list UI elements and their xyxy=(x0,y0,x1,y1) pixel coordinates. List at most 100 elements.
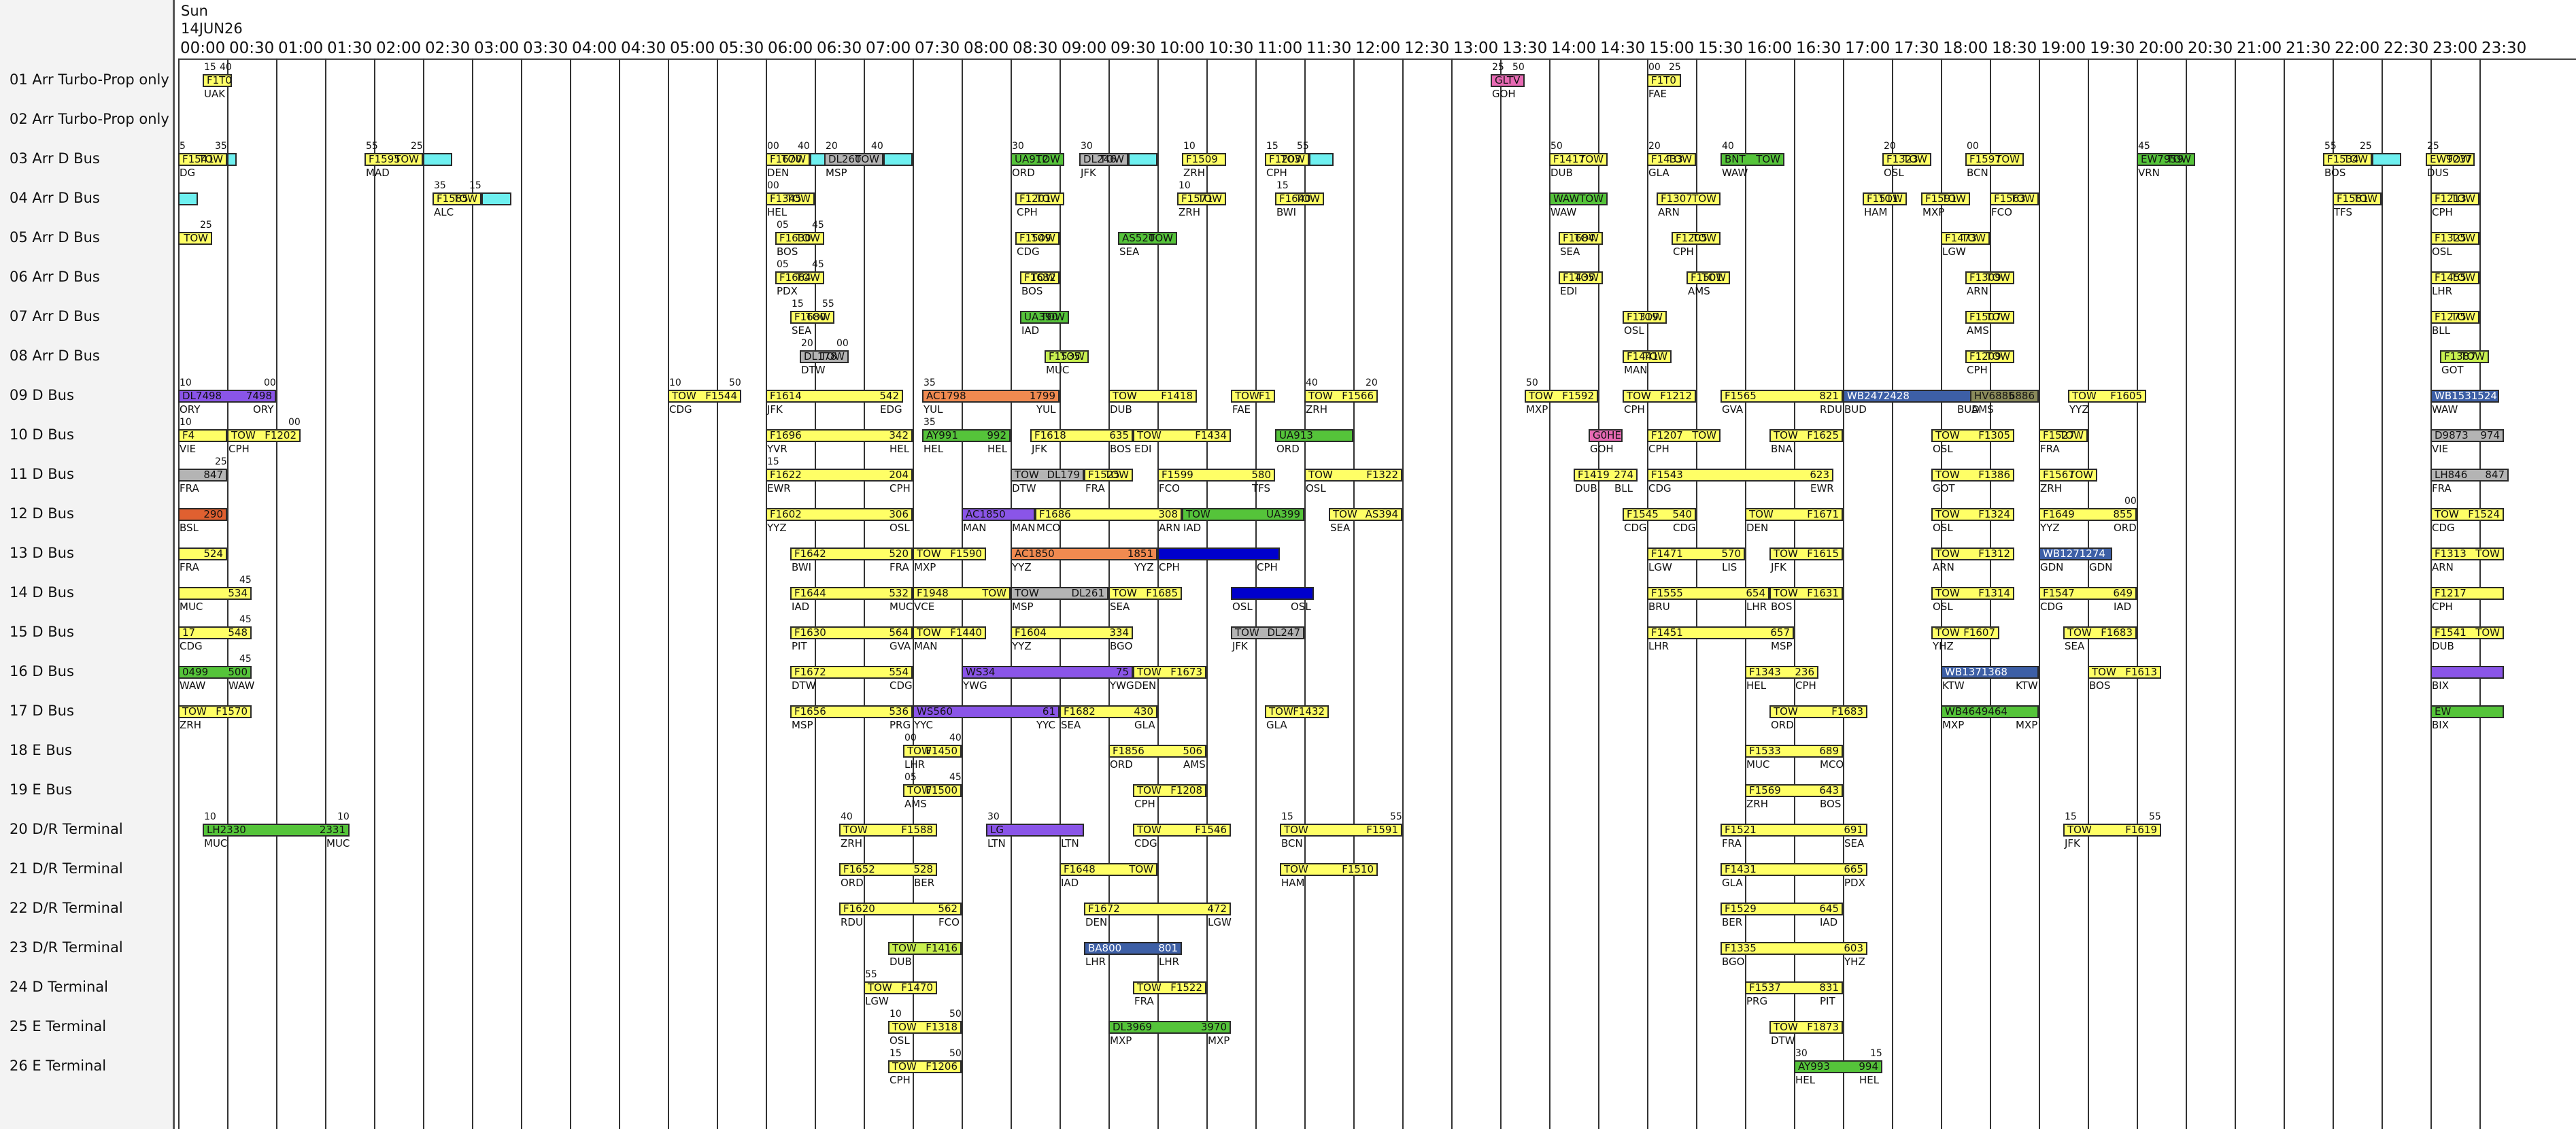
flight-bar[interactable]: TOW F1314 xyxy=(1931,587,2014,600)
flight-bar[interactable]: WB1371368 xyxy=(1941,666,2039,679)
flight-bar[interactable]: F1696 342 xyxy=(766,429,913,442)
flight-bar[interactable]: F1597 TOW xyxy=(1965,153,2024,166)
flight-bar[interactable]: F1419 274 xyxy=(1574,469,1638,482)
flight-bar[interactable]: F1680 TOW xyxy=(790,311,834,324)
flight-bar[interactable]: TOW F1671 xyxy=(1745,508,1843,521)
flight-bar[interactable]: TOW F1305 xyxy=(1931,429,2014,442)
flight-bar[interactable]: UA390 TOW xyxy=(1020,311,1069,324)
resource-row-label[interactable]: 15 D Bus xyxy=(10,624,74,640)
flight-bar[interactable]: F1649 855 xyxy=(2039,508,2137,521)
flight-bar[interactable]: F1335 603 xyxy=(1721,942,1867,955)
turnaround-bar[interactable] xyxy=(1128,153,1157,166)
flight-bar[interactable]: F1435 TOW xyxy=(1559,271,1603,284)
resource-row-label[interactable]: 18 E Bus xyxy=(10,742,72,758)
flight-bar[interactable]: F1541 TOW xyxy=(178,153,227,166)
resource-row-label[interactable]: 09 D Bus xyxy=(10,387,74,403)
flight-bar[interactable]: TOW F1 xyxy=(1231,390,1275,403)
flight-bar[interactable] xyxy=(178,192,198,205)
flight-bar[interactable]: TOW DL261 xyxy=(1011,587,1108,600)
flight-bar[interactable]: WB2472428 xyxy=(1843,390,1980,403)
flight-bar[interactable]: F1648 TOW xyxy=(1060,863,1157,876)
flight-bar[interactable]: TOW F1470 xyxy=(864,981,937,994)
flight-bar[interactable]: F1599 580 xyxy=(1157,469,1275,482)
resource-row-label[interactable]: 01 Arr Turbo-Prop only xyxy=(10,71,169,88)
resource-row-label[interactable]: 07 Arr D Bus xyxy=(10,308,100,324)
flight-bar[interactable]: F1549 TOW xyxy=(1015,232,1060,245)
flight-bar[interactable]: LG xyxy=(986,824,1084,837)
flight-bar[interactable]: F1451 657 xyxy=(1647,626,1794,639)
flight-bar[interactable]: F1209 TOW xyxy=(1965,350,2014,363)
flight-bar[interactable]: F1343 236 xyxy=(1745,666,1818,679)
flight-bar[interactable]: F1319 TOW xyxy=(1623,311,1667,324)
resource-row-label[interactable]: 05 Arr D Bus xyxy=(10,229,100,246)
flight-bar[interactable]: WB1271274 xyxy=(2039,547,2112,560)
flight-bar[interactable]: F1537 831 xyxy=(1745,981,1843,994)
flight-bar[interactable]: HV6885 6886 xyxy=(1970,390,2039,403)
flight-bar[interactable]: AY993 994 xyxy=(1794,1060,1882,1073)
resource-row-label[interactable]: 10 D Bus xyxy=(10,426,74,443)
flight-bar[interactable]: 17 548 xyxy=(178,626,252,639)
flight-bar[interactable]: F1507 TOW xyxy=(1965,311,2014,324)
flight-bar[interactable]: F1511 TOW xyxy=(1863,192,1907,205)
flight-bar[interactable]: F1856 506 xyxy=(1108,745,1206,758)
resource-row-label[interactable]: 20 D/R Terminal xyxy=(10,821,123,837)
flight-bar[interactable]: BA800 801 xyxy=(1084,942,1182,955)
flight-bar[interactable]: 534 xyxy=(178,587,252,600)
resource-row-label[interactable]: 25 E Terminal xyxy=(10,1018,107,1034)
flight-bar[interactable]: TOW xyxy=(178,232,212,245)
flight-bar[interactable]: AC1850 1851 xyxy=(1011,547,1157,560)
resource-row-label[interactable]: 03 Arr D Bus xyxy=(10,150,100,167)
flight-bar[interactable]: TOW F1615 xyxy=(1769,547,1843,560)
flight-bar[interactable]: F1535 TOW xyxy=(1045,350,1089,363)
flight-bar[interactable]: F1325 TOW xyxy=(2430,232,2479,245)
flight-bar[interactable]: TOW F1202 xyxy=(227,429,301,442)
flight-bar[interactable]: F4 xyxy=(178,429,227,442)
flight-bar[interactable]: TOW F1631 xyxy=(1769,587,1843,600)
flight-bar[interactable]: TOW F1588 xyxy=(839,824,937,837)
flight-bar[interactable]: TOW F1432 xyxy=(1265,705,1329,718)
flight-bar[interactable]: F1664 TOW xyxy=(775,271,824,284)
flight-bar[interactable]: F1630 TOW xyxy=(775,232,824,245)
flight-bar[interactable]: F1417 TOW xyxy=(1549,153,1608,166)
flight-bar[interactable]: 0499 500 xyxy=(178,666,252,679)
flight-bar[interactable]: TOW F1524 xyxy=(2430,508,2504,521)
flight-bar[interactable]: 524 xyxy=(178,547,227,560)
turnaround-bar[interactable] xyxy=(2372,153,2401,166)
flight-bar[interactable]: F1672 472 xyxy=(1084,903,1231,915)
flight-bar[interactable]: F1313 TOW xyxy=(2430,547,2504,560)
flight-bar[interactable]: TOW F1613 xyxy=(2088,666,2161,679)
flight-bar[interactable]: F1213 TOW xyxy=(2430,192,2479,205)
flight-bar[interactable]: F1527 TOW xyxy=(2039,429,2088,442)
flight-bar[interactable]: F1387 TOW xyxy=(2440,350,2489,363)
flight-bar[interactable]: TOW F1683 xyxy=(2063,626,2137,639)
resource-row-label[interactable]: 17 D Bus xyxy=(10,703,74,719)
resource-row-label[interactable]: 22 D/R Terminal xyxy=(10,900,123,916)
flight-bar[interactable] xyxy=(1157,547,1280,560)
flight-bar[interactable]: F1533 689 xyxy=(1745,745,1843,758)
flight-bar[interactable]: F1543 623 xyxy=(1647,469,1833,482)
flight-bar[interactable]: TOW F1544 xyxy=(668,390,741,403)
flight-bar[interactable]: F1565 821 xyxy=(1721,390,1843,403)
flight-bar[interactable]: LH846 847 xyxy=(2430,469,2509,482)
flight-bar[interactable]: F1642 520 xyxy=(790,547,913,560)
flight-bar[interactable]: F1569 643 xyxy=(1745,784,1843,797)
flight-bar[interactable]: F1595 TOW xyxy=(365,153,423,166)
flight-bar[interactable]: TOW F1873 xyxy=(1769,1021,1843,1034)
flight-bar[interactable]: F1309 TOW xyxy=(1965,271,2014,284)
resource-row-label[interactable]: 11 D Bus xyxy=(10,466,74,482)
turnaround-bar[interactable] xyxy=(883,153,913,166)
flight-bar[interactable]: TOW F1312 xyxy=(1931,547,2014,560)
turnaround-bar[interactable] xyxy=(227,153,237,166)
flight-bar[interactable]: F1672 554 xyxy=(790,666,913,679)
flight-bar[interactable]: F1275 TOW xyxy=(2430,311,2479,324)
flight-bar[interactable]: TOW F1619 xyxy=(2063,824,2161,837)
resource-row-label[interactable]: 06 Arr D Bus xyxy=(10,269,100,285)
flight-bar[interactable]: UA912 TOW xyxy=(1011,153,1064,166)
flight-bar[interactable]: F1604 334 xyxy=(1011,626,1133,639)
flight-bar[interactable]: TOW F1510 xyxy=(1280,863,1378,876)
flight-bar[interactable]: TOW F1590 xyxy=(913,547,986,560)
flight-bar[interactable]: WB1531524 xyxy=(2430,390,2499,403)
flight-bar[interactable]: F1632 TOW xyxy=(1020,271,1060,284)
resource-row-label[interactable]: 21 D/R Terminal xyxy=(10,860,123,877)
flight-bar[interactable]: TOW F1206 xyxy=(888,1060,962,1073)
